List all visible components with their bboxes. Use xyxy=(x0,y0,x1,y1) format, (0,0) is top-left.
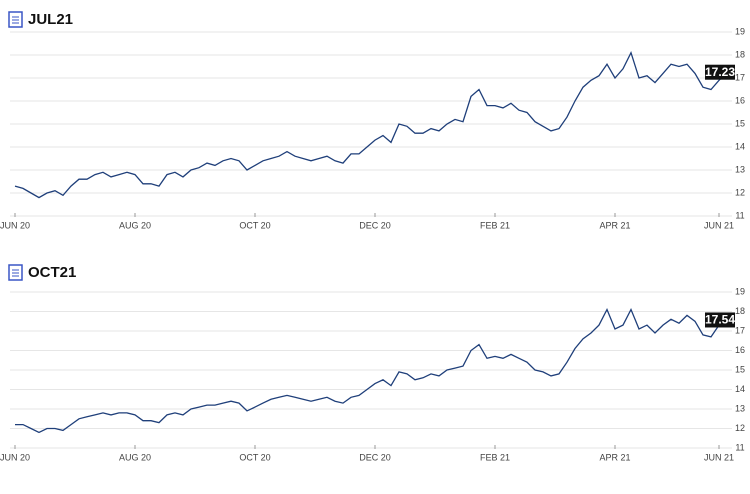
x-tick-label: JUN 20 xyxy=(0,452,30,462)
x-tick-label: JUN 21 xyxy=(704,220,734,230)
chart-title: OCT21 xyxy=(28,264,76,281)
y-tick-label: 17 xyxy=(735,72,745,82)
last-value-label: 17.54 xyxy=(705,313,735,327)
x-tick-label: OCT 20 xyxy=(239,452,270,462)
x-tick-label: JUN 21 xyxy=(704,452,734,462)
y-tick-label: 12 xyxy=(735,423,745,433)
last-value-box xyxy=(705,64,735,80)
x-tick-label: JUN 20 xyxy=(0,220,30,230)
y-tick-label: 18 xyxy=(735,306,745,316)
x-tick-label: AUG 20 xyxy=(119,452,151,462)
last-value-label: 17.23 xyxy=(705,65,735,79)
y-tick-label: 19 xyxy=(735,26,745,36)
y-tick-label: 14 xyxy=(735,141,745,151)
x-tick-label: OCT 20 xyxy=(239,220,270,230)
x-tick-label: APR 21 xyxy=(599,220,630,230)
x-tick-label: DEC 20 xyxy=(359,452,391,462)
price-line xyxy=(15,307,728,434)
x-tick-label: APR 21 xyxy=(599,452,630,462)
x-tick-label: FEB 21 xyxy=(480,452,510,462)
y-tick-label: 15 xyxy=(735,118,745,128)
y-tick-label: 11 xyxy=(735,210,744,220)
y-tick-label: 17 xyxy=(735,325,745,335)
y-tick-label: 14 xyxy=(735,384,745,394)
x-tick-label: AUG 20 xyxy=(119,220,151,230)
y-tick-label: 13 xyxy=(735,403,745,413)
title-icon xyxy=(8,264,23,281)
last-value-box xyxy=(705,312,735,328)
title-icon xyxy=(8,11,23,28)
y-tick-label: 12 xyxy=(735,187,745,197)
y-tick-label: 13 xyxy=(735,164,745,174)
y-tick-label: 18 xyxy=(735,49,745,59)
price-line xyxy=(14,50,728,199)
y-tick-label: 15 xyxy=(735,364,745,374)
y-tick-label: 16 xyxy=(735,345,745,355)
y-tick-label: 16 xyxy=(735,95,745,105)
y-tick-label: 19 xyxy=(735,286,745,296)
chart-title: JUL21 xyxy=(28,11,73,28)
y-tick-label: 11 xyxy=(735,442,744,452)
x-tick-label: DEC 20 xyxy=(359,220,391,230)
x-tick-label: FEB 21 xyxy=(480,220,510,230)
